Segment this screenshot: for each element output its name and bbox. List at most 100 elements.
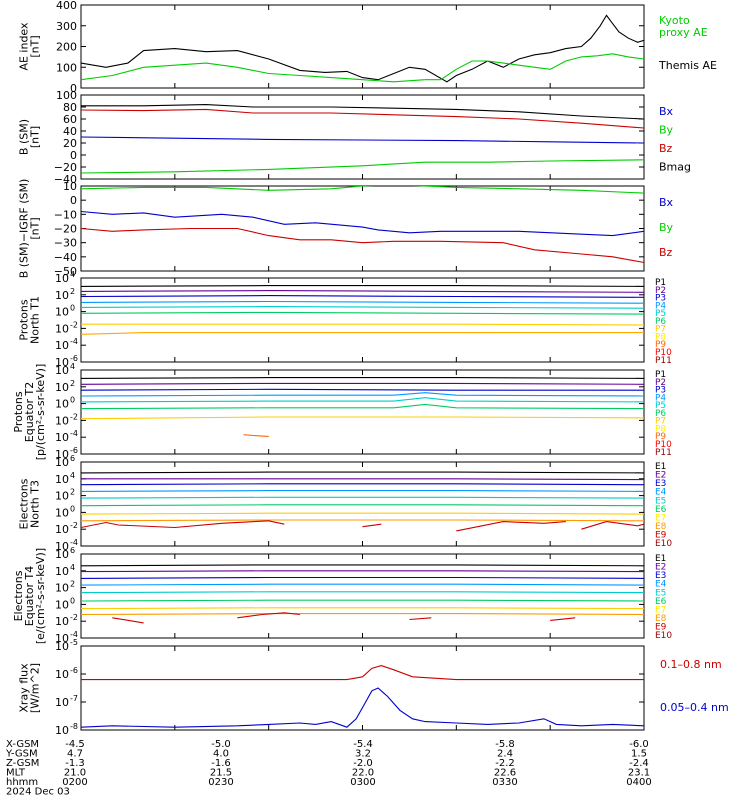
y-tick-exponent: 0	[70, 504, 75, 513]
y-axis-label: Xray flux	[18, 663, 31, 713]
series-line-2	[81, 290, 644, 293]
x-row-value: 0300	[350, 777, 375, 788]
series-line-6	[81, 599, 644, 602]
y-tick-exponent: -2	[70, 521, 78, 530]
y-tick-label: 10	[55, 456, 69, 469]
y-tick-label: 10	[55, 540, 69, 553]
y-axis-label: [nT]	[29, 126, 42, 148]
legend-entry: P10	[655, 440, 672, 450]
legend-entry: Kyoto	[659, 14, 690, 27]
legend-entry: P10	[655, 348, 672, 358]
series-line-3	[81, 576, 644, 579]
legend-entry: E9	[655, 623, 667, 633]
series-line-3	[81, 388, 644, 391]
series-line-1	[81, 665, 644, 681]
series-line-6	[81, 504, 644, 507]
series-line-7	[81, 607, 644, 610]
y-tick-label: 10	[55, 696, 69, 709]
legend-entry: E2	[655, 471, 666, 481]
series-line-1	[81, 186, 644, 194]
series-line-8	[81, 613, 644, 616]
legend-entry: P3	[655, 386, 666, 396]
y-tick-exponent: -4	[70, 429, 78, 438]
legend-entry: proxy AE	[659, 26, 708, 39]
panel-frame	[80, 645, 645, 731]
legend-entry: P3	[655, 294, 666, 304]
y-tick-exponent: -2	[70, 320, 78, 329]
y-tick-label: 10	[55, 414, 69, 427]
legend-entry: By	[659, 221, 674, 234]
series-line-10	[362, 523, 382, 528]
y-axis-label: B (SM)	[18, 119, 31, 155]
series-line-4	[81, 392, 644, 397]
legend-entry: P11	[655, 448, 672, 458]
series-line-4	[81, 300, 644, 304]
legend-entry: E3	[655, 571, 666, 581]
legend-entry: E5	[655, 496, 666, 506]
x-row-label: X-GSM	[6, 739, 39, 750]
y-tick-exponent: 0	[70, 304, 75, 313]
y-tick-label: 10	[55, 381, 69, 394]
series-line-2	[81, 570, 644, 573]
x-row-value: 0330	[492, 777, 517, 788]
panel-frame	[80, 4, 645, 89]
y-tick-label: −30	[54, 237, 77, 250]
y-tick-label: 10	[55, 506, 69, 519]
y-tick-label: 10	[55, 565, 69, 578]
y-axis-label: [nT]	[29, 217, 42, 239]
y-tick-label: 10	[55, 490, 69, 503]
series-line-5	[81, 496, 644, 499]
y-tick-label: −20	[54, 223, 77, 236]
y-axis-label: Electrons	[12, 570, 25, 621]
y-axis-label: [e/(cm²-s-sr-keV)]	[34, 548, 47, 644]
y-tick-label: 10	[55, 523, 69, 536]
y-axis-label: North T3	[29, 480, 42, 528]
y-tick-label: 10	[55, 473, 69, 486]
series-line-12	[581, 521, 644, 530]
x-row-value: 0230	[208, 777, 233, 788]
y-axis-label: [W/m^2]	[29, 663, 42, 713]
y-tick-label: 10	[55, 640, 69, 653]
x-row-value: -5.4	[353, 739, 373, 750]
legend-entry: P1	[655, 370, 666, 380]
legend-entry: P2	[655, 378, 666, 388]
y-tick-exponent: -8	[70, 722, 78, 731]
series-line-8	[81, 332, 644, 335]
legend-entry: P9	[655, 432, 666, 442]
x-row-value: 1.5	[631, 749, 647, 760]
y-tick-label: 10	[55, 724, 69, 737]
series-line-12	[550, 617, 576, 621]
legend-entry: P7	[655, 325, 666, 335]
y-axis-label: B (SM)−IGRF (SM)	[18, 179, 31, 279]
series-line-1	[81, 285, 644, 287]
legend-entry: E7	[655, 513, 666, 523]
legend-entry: P2	[655, 286, 666, 296]
series-line-6	[81, 403, 644, 410]
x-row-value: -5.8	[495, 739, 515, 750]
y-tick-label: 300	[56, 20, 77, 33]
x-row-label: Y-GSM	[5, 749, 38, 760]
y-tick-exponent: 0	[70, 396, 75, 405]
series-line-9	[112, 617, 144, 624]
y-tick-label: 40	[63, 125, 77, 138]
legend-entry: E2	[655, 563, 666, 573]
series-line-2	[81, 478, 644, 481]
y-tick-label: 10	[55, 364, 69, 377]
y-tick-exponent: 4	[70, 362, 75, 371]
series-line-6	[81, 311, 644, 315]
x-row-value: -5.0	[211, 739, 231, 750]
y-axis-label: North T1	[29, 296, 42, 344]
y-tick-label: −50	[54, 265, 77, 278]
y-tick-label: 0	[70, 149, 77, 162]
legend-entry: 0.1–0.8 nm	[660, 658, 722, 671]
legend-entry: E1	[655, 462, 666, 472]
series-line-2	[81, 687, 644, 728]
y-tick-label: 10	[55, 272, 69, 285]
y-axis-label: Electrons	[18, 478, 31, 529]
y-tick-label: 10	[55, 615, 69, 628]
y-tick-exponent: 4	[70, 563, 75, 572]
